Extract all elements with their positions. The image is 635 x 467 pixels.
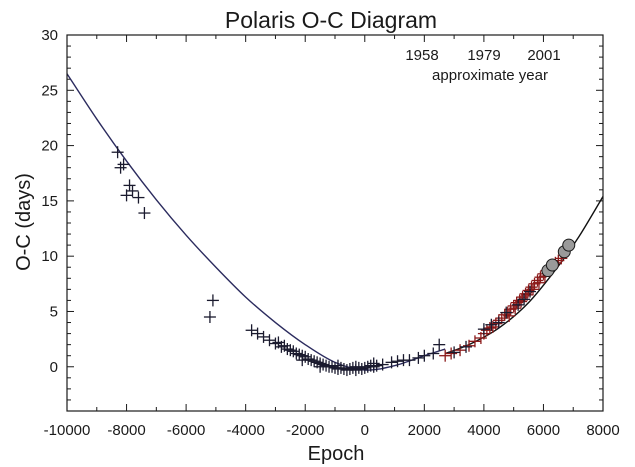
x-tick-label: 8000	[586, 422, 619, 439]
data-point-plus	[385, 356, 398, 369]
data-point-plus	[326, 360, 339, 373]
x-tick-label: -6000	[167, 422, 205, 439]
data-point-plus	[206, 294, 219, 307]
data-point-plus	[515, 295, 528, 308]
x-axis-label: Epoch	[308, 443, 365, 465]
data-point-circle	[562, 238, 576, 252]
top-annotation: 1958 1979 2001 approximate year	[405, 47, 560, 84]
data-point-plus	[518, 293, 531, 306]
data-point-plus	[527, 283, 540, 296]
data-point-plus	[263, 334, 276, 347]
data-point-plus	[334, 361, 347, 374]
data-point-plus	[503, 309, 516, 322]
data-point-plus	[257, 330, 270, 343]
data-point-plus	[397, 354, 410, 367]
data-point-circle	[545, 258, 559, 272]
data-point-plus	[320, 359, 333, 372]
data-point-plus	[117, 158, 130, 171]
data-point-plus	[454, 344, 467, 357]
x-tick-label: -4000	[226, 422, 264, 439]
year-label-1958: 1958	[405, 47, 438, 64]
data-point-plus	[448, 346, 461, 359]
data-point-plus	[492, 316, 505, 329]
data-point-plus	[468, 335, 481, 348]
data-point-plus	[433, 338, 446, 351]
data-point-plus	[370, 359, 383, 372]
data-point-plus	[367, 357, 380, 370]
data-point-plus	[314, 360, 327, 373]
data-point-plus	[308, 355, 321, 368]
fit-curves	[66, 73, 604, 371]
data-point-plus	[123, 179, 136, 192]
data-point-plus	[251, 327, 264, 340]
approximate-year-label: approximate year	[432, 67, 548, 84]
x-tick-label: 2000	[408, 422, 441, 439]
data-point-plus	[293, 348, 306, 361]
y-tick-labels: 0 5 10 15 20 25 30	[41, 27, 58, 376]
data-point-plus	[132, 191, 145, 204]
y-tick-label: 30	[41, 27, 58, 44]
x-tick-label: 4000	[467, 422, 500, 439]
x-tick-label: 0	[361, 422, 369, 439]
data-point-plus	[343, 362, 356, 375]
data-point-plus	[203, 311, 216, 323]
y-tick-label: 20	[41, 138, 58, 155]
data-point-plus	[358, 361, 371, 374]
x-tick-label: -8000	[107, 422, 145, 439]
data-point-plus	[284, 344, 297, 357]
data-point-plus	[296, 354, 309, 367]
x-tick-label: -2000	[286, 422, 324, 439]
data-point-plus	[290, 347, 303, 360]
data-point-plus	[275, 340, 288, 353]
data-point-plus	[445, 347, 458, 360]
y-tick-label: 0	[50, 359, 58, 376]
x-tick-label: -10000	[44, 422, 91, 439]
data-point-plus	[477, 323, 490, 336]
data-point-plus	[512, 298, 525, 311]
fit-curve	[66, 73, 446, 371]
data-point-plus	[317, 358, 330, 371]
y-axis-label: O-C (days)	[13, 173, 35, 271]
data-point-plus	[126, 184, 139, 197]
data-point-plus	[245, 324, 258, 337]
data-point-plus	[299, 350, 312, 363]
data-point-plus	[532, 276, 545, 289]
data-points	[111, 146, 576, 377]
year-label-2001: 2001	[527, 47, 560, 64]
data-point-plus	[138, 207, 151, 220]
data-point-plus	[287, 345, 300, 358]
x-tick-label: 6000	[527, 422, 560, 439]
y-tick-label: 25	[41, 82, 58, 99]
data-point-plus	[500, 306, 513, 319]
axis-ticks	[66, 34, 604, 412]
data-point-plus	[418, 349, 431, 362]
year-label-1979: 1979	[467, 47, 500, 64]
x-tick-labels: -10000 -8000 -6000 -4000 -2000 0 2000 4000 6000 8…	[44, 422, 620, 439]
y-tick-label: 10	[41, 248, 58, 265]
chart-title: Polaris O-C Diagram	[225, 7, 437, 33]
data-point-plus	[331, 359, 344, 372]
data-point-plus	[302, 353, 315, 366]
data-point-plus	[114, 161, 127, 174]
data-point-plus	[412, 351, 425, 364]
data-point-plus	[439, 349, 452, 362]
data-point-plus	[349, 364, 362, 377]
data-point-plus	[485, 318, 498, 331]
data-point-plus	[391, 355, 404, 368]
data-point-plus	[269, 337, 282, 350]
data-point-plus	[460, 340, 473, 353]
data-point-plus	[281, 343, 294, 356]
data-point-plus	[524, 285, 537, 298]
data-point-plus	[427, 347, 440, 360]
data-point-plus	[376, 358, 389, 371]
fit-curve	[444, 196, 604, 355]
data-point-plus	[111, 146, 124, 159]
y-tick-label: 15	[41, 193, 58, 210]
y-tick-label: 5	[50, 303, 58, 320]
data-point-plus	[509, 302, 522, 315]
data-point-plus	[531, 274, 544, 287]
data-point-plus	[355, 362, 368, 375]
plot-frame	[66, 34, 604, 412]
